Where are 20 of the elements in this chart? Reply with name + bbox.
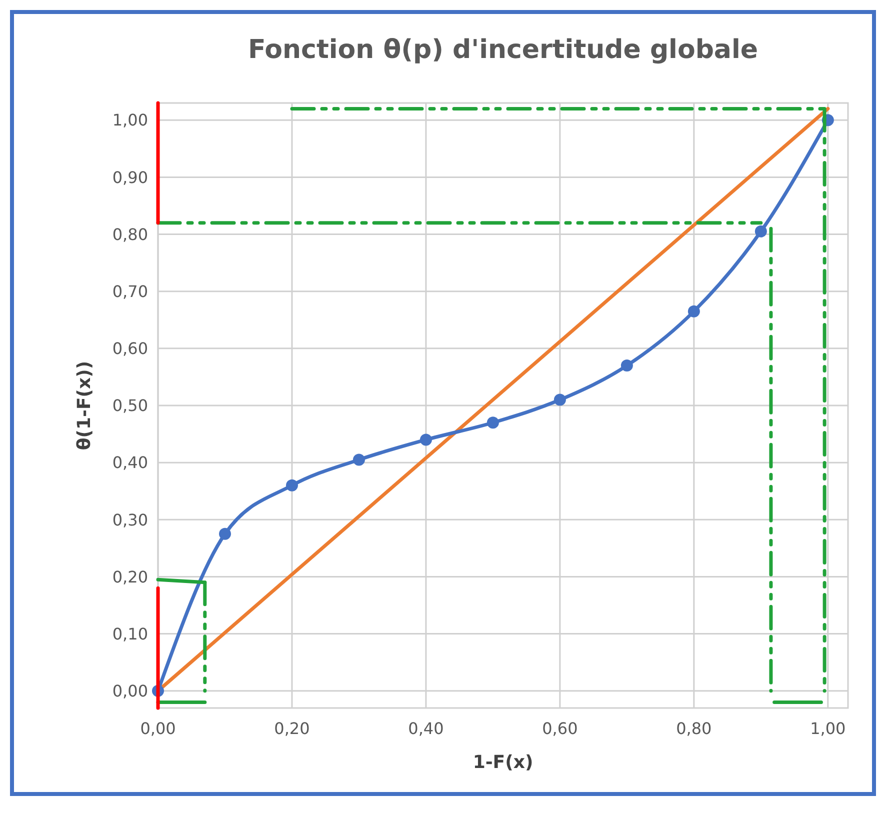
chart-title: Fonction θ(p) d'incertitude globale	[248, 35, 758, 65]
y-tick-label: 0,20	[112, 567, 148, 586]
y-tick-label: 0,70	[112, 282, 148, 301]
y-tick-label: 0,50	[112, 396, 148, 416]
x-tick-label: 0,60	[542, 719, 578, 738]
x-tick-label: 1,00	[810, 719, 846, 738]
y-axis-title: θ(1-F(x))	[74, 360, 95, 450]
y-tick-label: 0,90	[112, 168, 148, 187]
y-tick-label: 1,00	[112, 110, 148, 130]
y-tick-label: 0,60	[112, 339, 148, 358]
y-tick-label: 0,80	[112, 224, 148, 244]
y-tick-label: 0,00	[112, 681, 148, 700]
x-tick-label: 0,40	[408, 719, 444, 738]
x-tick-label: 0,20	[274, 719, 310, 738]
x-axis-title: 1-F(x)	[472, 752, 534, 773]
x-tick-label: 0,80	[676, 719, 712, 738]
y-tick-label: 0,10	[112, 624, 148, 644]
x-tick-label: 0,00	[140, 719, 176, 738]
y-tick-label: 0,40	[112, 453, 148, 472]
y-tick-label: 0,30	[112, 510, 148, 530]
